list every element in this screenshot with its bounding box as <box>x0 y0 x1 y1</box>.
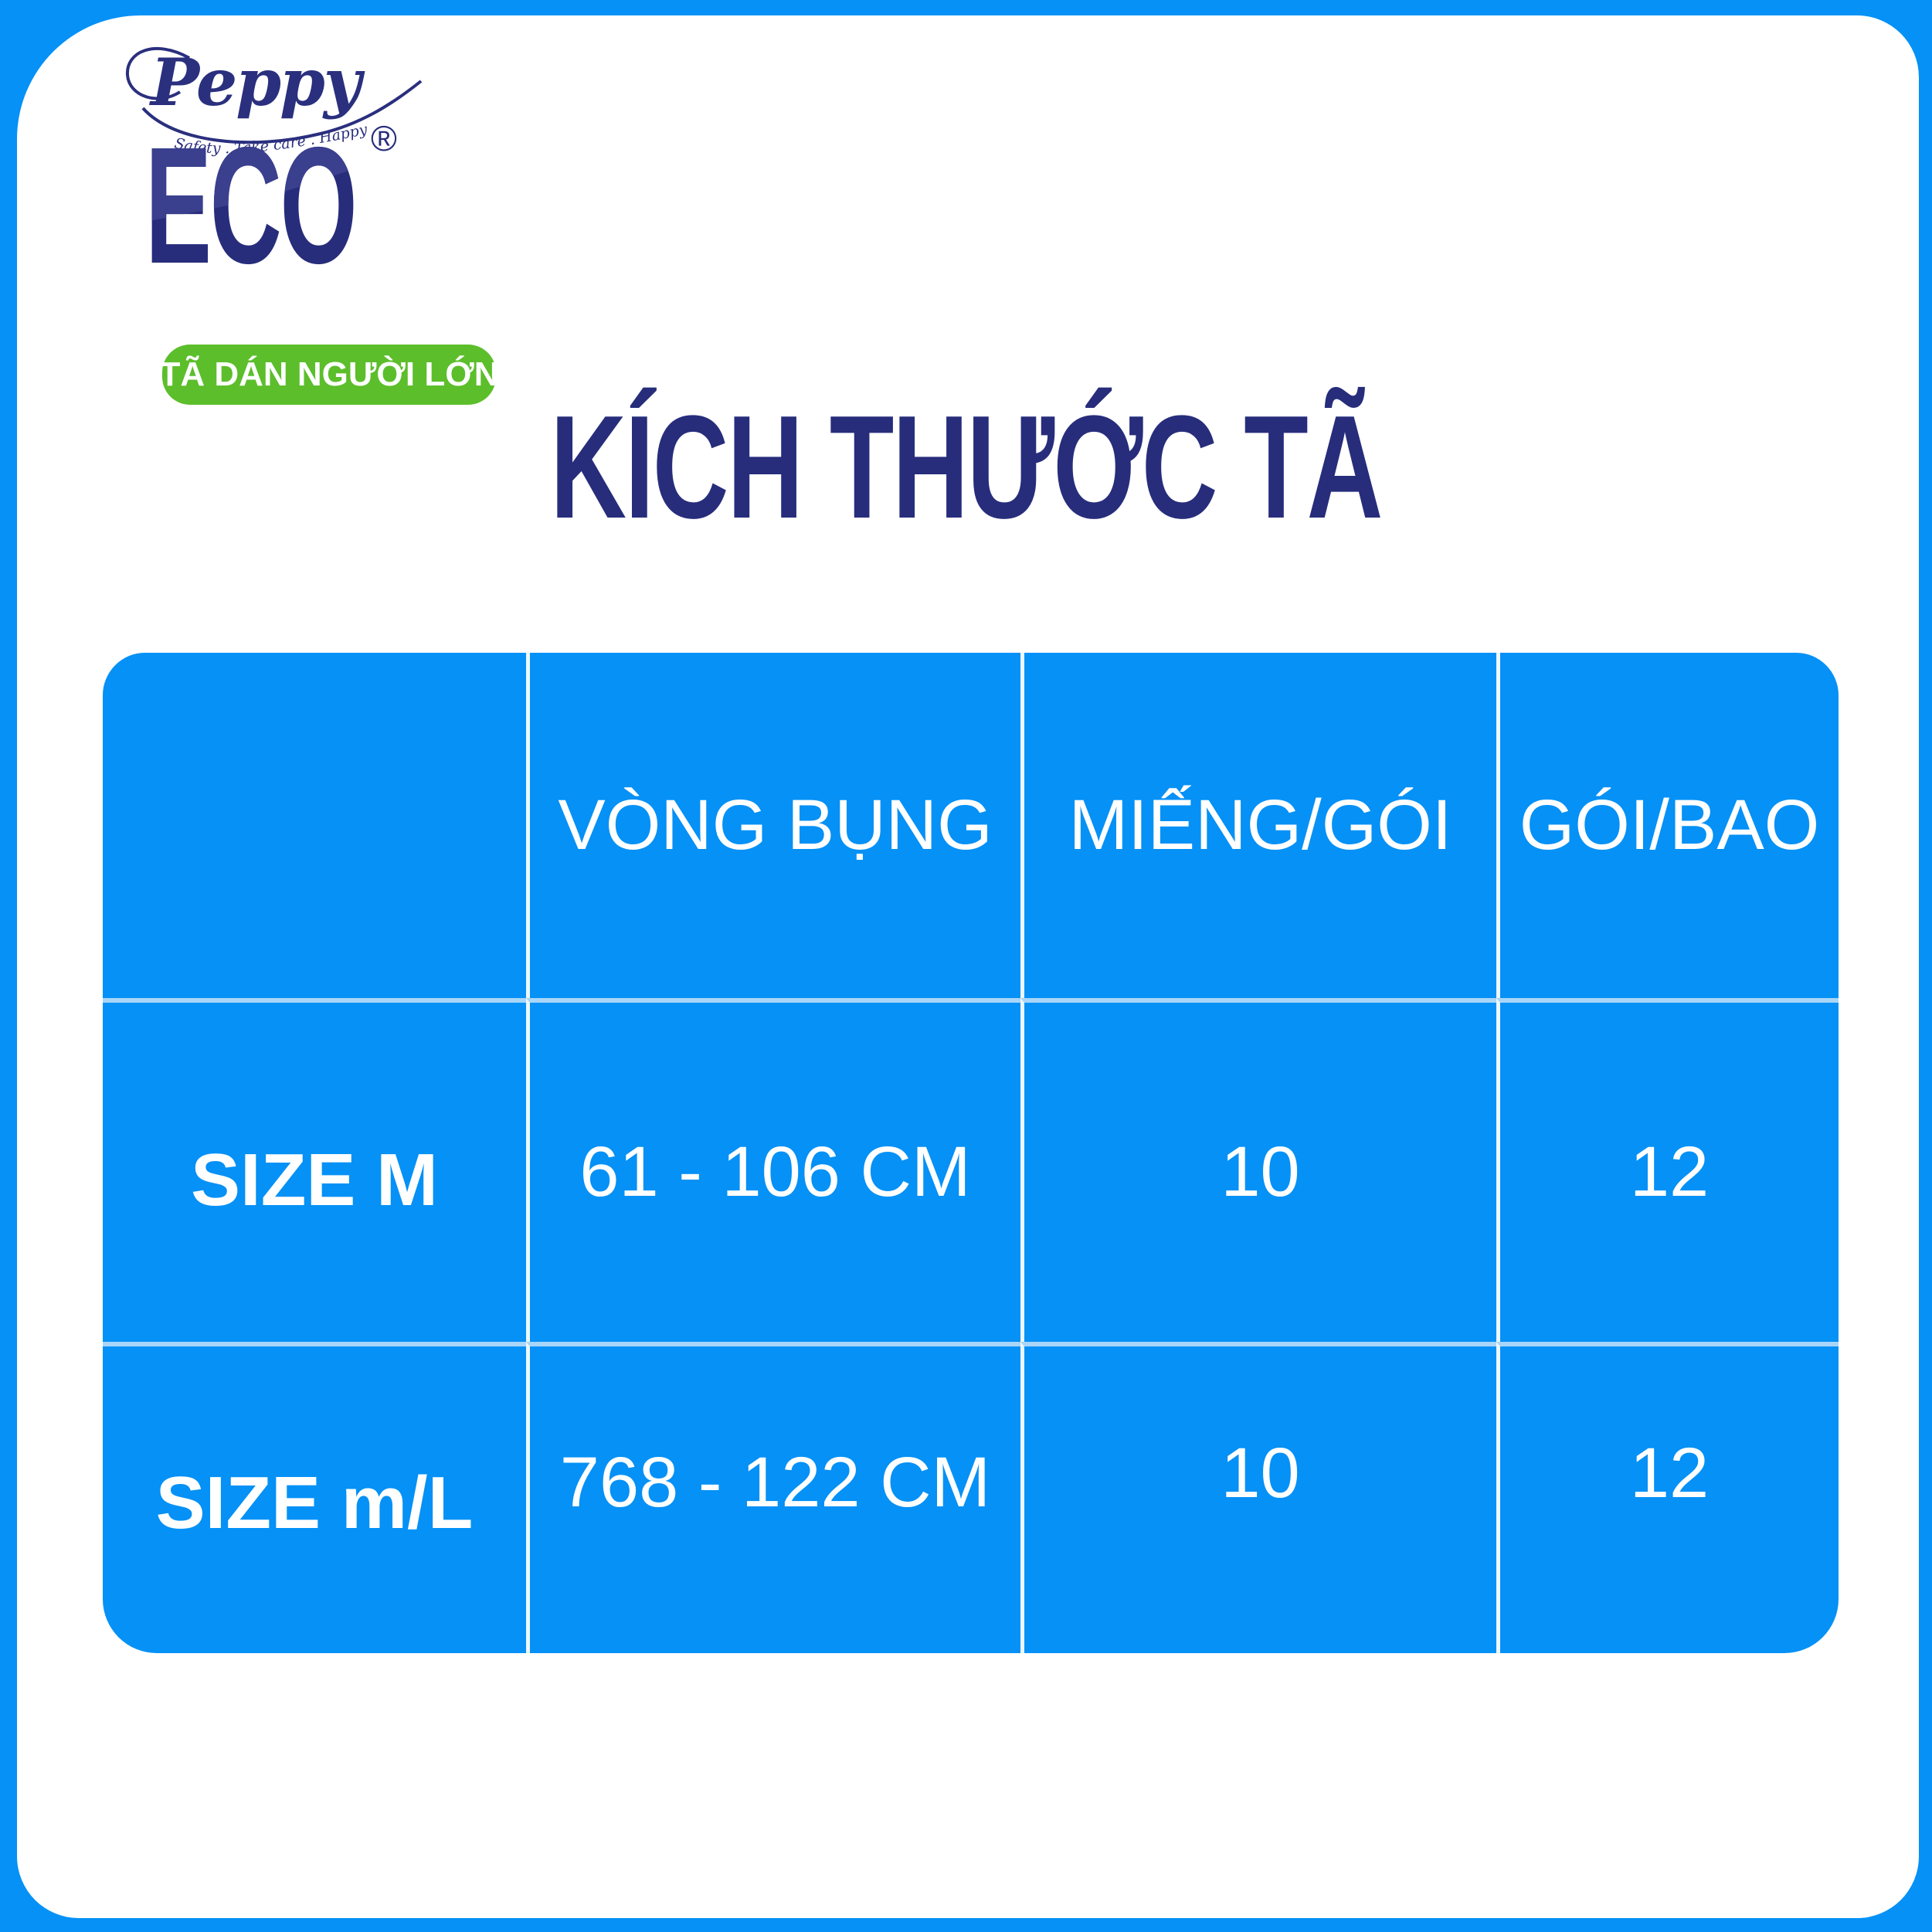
size-table: VÒNG BỤNG MIẾNG/GÓI GÓI/BAO SIZE M 61 - … <box>103 653 1839 1653</box>
value-cell-mieng-goi: 10 <box>1020 998 1496 1342</box>
page-title: KÍCH THƯỚC TÃ <box>550 385 1383 549</box>
product-type-badge-label: TÃ DÁN NGƯỜI LỚN <box>159 355 499 393</box>
header-cell-mieng-goi: MIẾNG/GÓI <box>1020 653 1496 998</box>
peppy-flourish-icon <box>125 46 423 144</box>
value-cell-vong-bung: 768 - 122 CM <box>526 1342 1020 1653</box>
product-type-badge: TÃ DÁN NGƯỜI LỚN <box>159 345 499 405</box>
header-cell-vong-bung: VÒNG BỤNG <box>526 653 1020 998</box>
registered-trademark-icon: ® <box>371 118 397 158</box>
header-cell-goi-bao: GÓI/BAO <box>1496 653 1839 998</box>
value-cell-mieng-goi: 10 <box>1020 1342 1496 1653</box>
row-label-cell: SIZE M <box>103 998 526 1342</box>
row-label-cell: SIZE m/L <box>103 1342 526 1653</box>
value-cell-vong-bung: 61 - 106 CM <box>526 998 1020 1342</box>
value-cell-goi-bao: 12 <box>1496 998 1839 1342</box>
brand-logo: Peppy Safety . Take care . Happy ECO ECO… <box>70 31 502 405</box>
value-cell-goi-bao: 12 <box>1496 1342 1839 1653</box>
header-cell-empty <box>103 653 526 998</box>
peppy-logo: Peppy Safety . Take care . Happy <box>125 42 423 158</box>
peppy-wordmark: Peppy <box>151 44 362 121</box>
eco-logo: ECO ECO ® TÃ DÁN NGƯỜI LỚN <box>145 118 499 405</box>
peppy-tagline: Safety . Take care . Happy <box>173 121 369 157</box>
eco-wordmark: ECO <box>145 112 358 298</box>
